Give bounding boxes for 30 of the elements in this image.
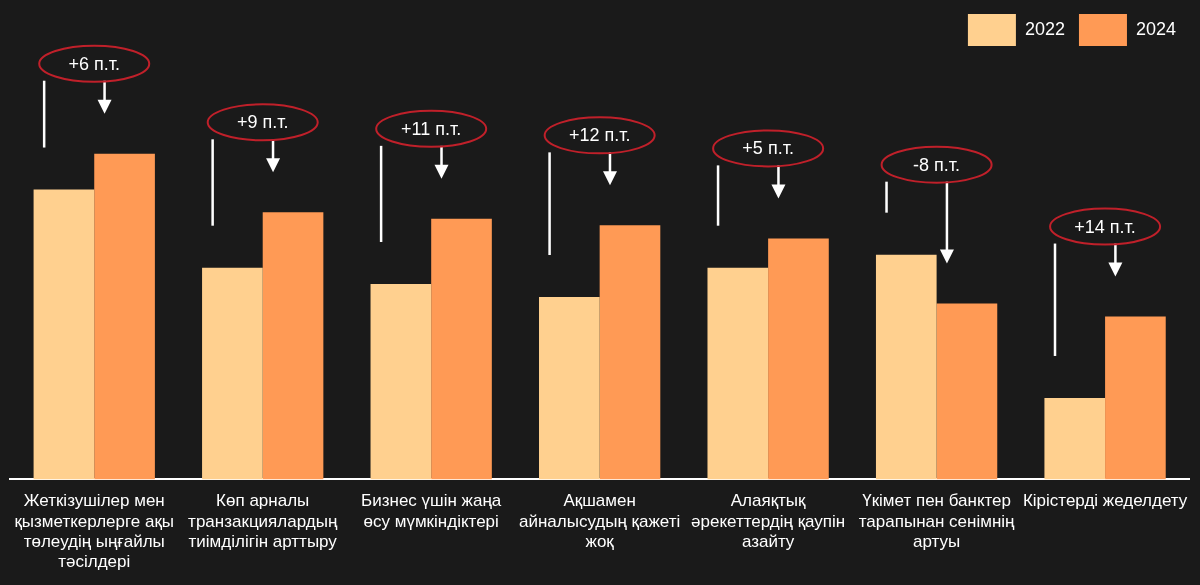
x-tick-label: Үкімет пен банктер тарапынан сенімнің артуы bbox=[858, 491, 1016, 552]
bar bbox=[768, 238, 829, 480]
bar bbox=[431, 218, 492, 480]
x-tick-label: Алаяқтық әрекеттердің қаупін азайту bbox=[691, 491, 846, 552]
bar bbox=[599, 225, 661, 480]
x-tick-label: Кірістерді жеделдету bbox=[1022, 491, 1188, 511]
legend-label: 2022 bbox=[1024, 18, 1065, 39]
annotation: +5 п.т. bbox=[741, 137, 795, 160]
bar bbox=[33, 189, 95, 480]
annotation: -8 п.т. bbox=[912, 153, 962, 176]
text: +6 п.т. bbox=[67, 52, 121, 75]
bar bbox=[262, 212, 324, 480]
bar bbox=[202, 267, 263, 480]
text: +11 п.т. bbox=[400, 117, 463, 140]
bar bbox=[707, 267, 769, 480]
x-tick-label: Көп арналы транзакциялардың тиімділігін арттыру bbox=[188, 491, 338, 552]
legend-label: 2024 bbox=[1135, 18, 1176, 39]
x-tick-label: Жеткізушілер мен қызметкерлерге ақы төлеудің ыңғайлы тәсілдері bbox=[14, 491, 175, 572]
bar bbox=[539, 297, 600, 480]
text: +12 п.т. bbox=[567, 124, 632, 147]
bar bbox=[1044, 397, 1106, 480]
bar bbox=[875, 254, 937, 480]
bar bbox=[94, 153, 155, 480]
bar bbox=[370, 283, 432, 480]
x-tick-label: Бизнес үшін жаңа өсу мүмкіндіктері bbox=[361, 491, 502, 531]
text: +9 п.т. bbox=[235, 111, 290, 134]
annotation: +14 п.т. bbox=[1073, 215, 1137, 238]
bar bbox=[936, 303, 998, 480]
x-tick-label: Ақшамен айналысудың қажеті жоқ bbox=[518, 491, 681, 552]
bar bbox=[1105, 316, 1166, 480]
